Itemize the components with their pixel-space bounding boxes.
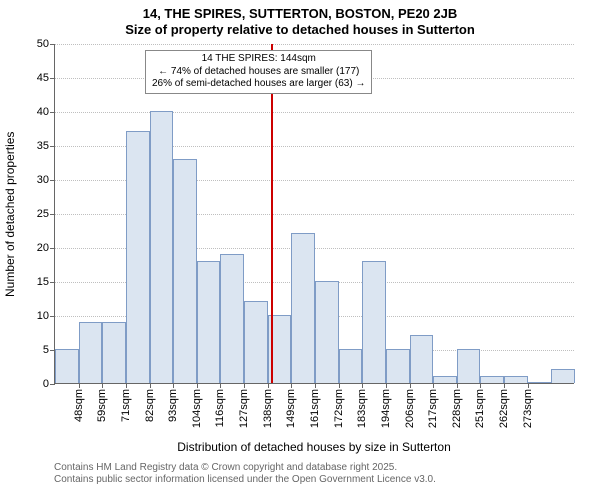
histogram-bar: [291, 233, 315, 383]
xtick-mark: [268, 383, 269, 388]
histogram-bar: [386, 349, 410, 383]
xtick-mark: [150, 383, 151, 388]
ytick-label: 40: [37, 106, 49, 118]
annotation-line: ← 74% of detached houses are smaller (17…: [152, 66, 365, 79]
xtick-label: 262sqm: [498, 389, 510, 428]
xtick-mark: [386, 383, 387, 388]
xtick-label: 127sqm: [238, 389, 250, 428]
xtick-label: 138sqm: [262, 389, 274, 428]
footer-line2: Contains public sector information licen…: [54, 474, 436, 485]
histogram-chart: 14, THE SPIRES, SUTTERTON, BOSTON, PE20 …: [0, 0, 600, 500]
chart-title-line1: 14, THE SPIRES, SUTTERTON, BOSTON, PE20 …: [0, 6, 600, 21]
histogram-bar: [339, 349, 363, 383]
ytick-mark: [50, 214, 55, 215]
xtick-label: 161sqm: [309, 389, 321, 428]
xtick-label: 172sqm: [333, 389, 345, 428]
ytick-mark: [50, 78, 55, 79]
histogram-bar: [315, 281, 339, 383]
histogram-bar: [150, 111, 174, 383]
xtick-label: 206sqm: [404, 389, 416, 428]
ytick-label: 50: [37, 38, 49, 50]
annotation-line: 14 THE SPIRES: 144sqm: [152, 53, 365, 66]
chart-title-line2: Size of property relative to detached ho…: [0, 22, 600, 37]
y-axis-label: Number of detached properties: [3, 131, 17, 296]
histogram-bar: [55, 349, 79, 383]
ytick-label: 20: [37, 242, 49, 254]
marker-line: [271, 44, 273, 383]
ytick-mark: [50, 112, 55, 113]
xtick-label: 59sqm: [96, 389, 108, 422]
histogram-bar: [244, 301, 268, 383]
ytick-mark: [50, 44, 55, 45]
xtick-label: 273sqm: [522, 389, 534, 428]
annotation-line: 26% of semi-detached houses are larger (…: [152, 78, 365, 91]
xtick-mark: [433, 383, 434, 388]
histogram-bar: [528, 382, 552, 383]
xtick-mark: [126, 383, 127, 388]
xtick-mark: [504, 383, 505, 388]
xtick-mark: [220, 383, 221, 388]
histogram-bar: [551, 369, 575, 383]
xtick-label: 93sqm: [167, 389, 179, 422]
histogram-bar: [102, 322, 126, 383]
xtick-label: 183sqm: [356, 389, 368, 428]
histogram-bar: [126, 131, 150, 383]
xtick-mark: [291, 383, 292, 388]
xtick-mark: [362, 383, 363, 388]
x-axis-label: Distribution of detached houses by size …: [54, 440, 574, 454]
histogram-bar: [457, 349, 481, 383]
xtick-mark: [244, 383, 245, 388]
footer-line1: Contains HM Land Registry data © Crown c…: [54, 462, 397, 473]
xtick-label: 149sqm: [285, 389, 297, 428]
ytick-label: 35: [37, 140, 49, 152]
ytick-mark: [50, 180, 55, 181]
ytick-label: 45: [37, 72, 49, 84]
histogram-bar: [197, 261, 221, 383]
xtick-label: 71sqm: [120, 389, 132, 422]
histogram-bar: [362, 261, 386, 383]
xtick-mark: [528, 383, 529, 388]
xtick-mark: [197, 383, 198, 388]
ytick-label: 10: [37, 310, 49, 322]
histogram-bar: [410, 335, 434, 383]
histogram-bar: [480, 376, 504, 383]
xtick-mark: [315, 383, 316, 388]
xtick-mark: [79, 383, 80, 388]
annotation-box: 14 THE SPIRES: 144sqm← 74% of detached h…: [145, 50, 372, 94]
ytick-label: 5: [43, 344, 49, 356]
xtick-mark: [102, 383, 103, 388]
histogram-bar: [433, 376, 457, 383]
xtick-mark: [410, 383, 411, 388]
xtick-mark: [173, 383, 174, 388]
xtick-label: 116sqm: [214, 389, 226, 427]
xtick-label: 251sqm: [474, 389, 486, 428]
ytick-label: 0: [43, 378, 49, 390]
xtick-mark: [480, 383, 481, 388]
histogram-bar: [173, 159, 197, 383]
ytick-label: 15: [37, 276, 49, 288]
xtick-mark: [339, 383, 340, 388]
histogram-bar: [220, 254, 244, 383]
ytick-mark: [50, 248, 55, 249]
ytick-mark: [50, 316, 55, 317]
xtick-label: 82sqm: [144, 389, 156, 422]
xtick-label: 228sqm: [451, 389, 463, 428]
xtick-label: 104sqm: [191, 389, 203, 428]
xtick-label: 48sqm: [73, 389, 85, 422]
xtick-mark: [457, 383, 458, 388]
ytick-mark: [50, 384, 55, 385]
ytick-label: 25: [37, 208, 49, 220]
ytick-mark: [50, 146, 55, 147]
xtick-label: 217sqm: [427, 389, 439, 428]
plot-area: 0510152025303540455048sqm59sqm71sqm82sqm…: [54, 44, 574, 384]
gridline: [55, 112, 574, 113]
gridline: [55, 44, 574, 45]
ytick-label: 30: [37, 174, 49, 186]
xtick-label: 194sqm: [380, 389, 392, 428]
histogram-bar: [79, 322, 103, 383]
histogram-bar: [504, 376, 528, 383]
ytick-mark: [50, 282, 55, 283]
